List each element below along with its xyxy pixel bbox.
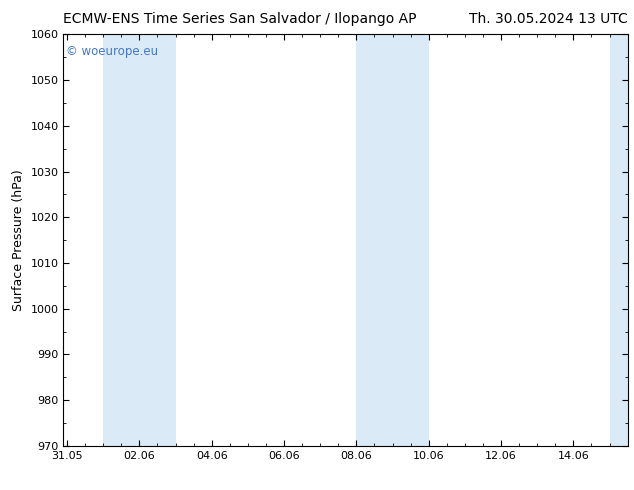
Text: ECMW-ENS Time Series San Salvador / Ilopango AP: ECMW-ENS Time Series San Salvador / Ilop… [63,12,417,26]
Text: © woeurope.eu: © woeurope.eu [66,45,158,58]
Bar [103,34,176,446]
Bar [356,34,429,446]
Bar [609,34,628,446]
Text: Th. 30.05.2024 13 UTC: Th. 30.05.2024 13 UTC [469,12,628,26]
Y-axis label: Surface Pressure (hPa): Surface Pressure (hPa) [12,169,25,311]
